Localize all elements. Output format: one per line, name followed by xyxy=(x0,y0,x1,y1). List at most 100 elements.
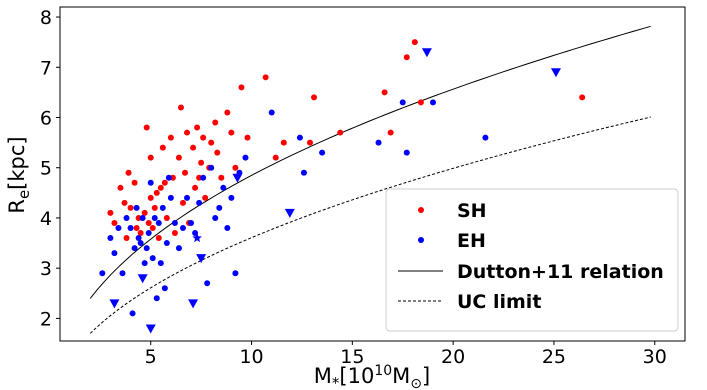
eh-point xyxy=(399,99,406,106)
eh-point xyxy=(171,219,178,226)
sh-point xyxy=(151,204,158,211)
eh-point xyxy=(163,240,170,247)
sh-point xyxy=(182,169,188,176)
eh-point xyxy=(159,204,166,211)
sh-point xyxy=(280,139,287,146)
eh-point xyxy=(224,224,231,231)
sh-point xyxy=(125,169,132,176)
sh-point xyxy=(161,179,168,186)
eh-triangle-point xyxy=(137,274,148,284)
eh-point xyxy=(111,250,118,257)
sh-point xyxy=(111,219,118,226)
sh-point xyxy=(179,199,186,206)
sh-point xyxy=(208,139,215,146)
x-tick-label: 20 xyxy=(441,346,465,368)
x-tick-label: 25 xyxy=(542,346,566,368)
eh-point xyxy=(119,270,126,277)
sh-point xyxy=(159,144,166,151)
eh-triangle-point xyxy=(145,324,156,334)
sh-point xyxy=(411,39,418,46)
eh-triangle-point xyxy=(196,254,207,264)
legend-eh-label: EH xyxy=(457,230,486,252)
x-axis-title: M*[1010M⊙] xyxy=(314,363,430,390)
eh-point xyxy=(151,214,158,221)
x-tick-label: 10 xyxy=(239,346,263,368)
eh-point xyxy=(175,245,182,252)
sh-point xyxy=(107,209,114,216)
sh-point xyxy=(127,204,134,211)
y-tick-label: 6 xyxy=(40,107,52,129)
sh-point xyxy=(218,174,225,181)
sh-point xyxy=(262,74,269,81)
sh-point xyxy=(200,134,207,141)
eh-point xyxy=(127,224,134,231)
x-axis: 5 10 15 20 25 30 xyxy=(145,341,667,368)
sh-point xyxy=(214,149,221,156)
eh-triangle-point xyxy=(232,173,243,183)
sh-point xyxy=(194,124,201,131)
sh-point xyxy=(403,54,410,61)
eh-point xyxy=(216,204,223,211)
sh-point xyxy=(192,184,199,191)
sh-point xyxy=(579,94,586,101)
y-axis: 2 3 4 5 6 7 8 xyxy=(40,7,60,330)
eh-point xyxy=(242,154,249,161)
sh-point xyxy=(272,154,279,161)
sh-point xyxy=(143,124,150,131)
legend-dutton-label: Dutton+11 relation xyxy=(457,261,664,283)
sh-point xyxy=(381,89,388,96)
sh-point xyxy=(232,164,239,171)
sh-point xyxy=(337,129,344,136)
sh-point xyxy=(147,194,154,201)
sh-point xyxy=(244,134,251,141)
sh-point xyxy=(163,214,170,221)
eh-point xyxy=(300,169,307,176)
sh-point xyxy=(149,224,156,231)
legend-sh-marker xyxy=(418,207,424,213)
legend: SH EH Dutton+11 relation UC limit xyxy=(385,188,679,332)
eh-point xyxy=(184,194,191,201)
sh-point xyxy=(224,109,231,116)
sh-point xyxy=(212,119,219,126)
eh-point xyxy=(296,134,303,141)
sh-point xyxy=(133,224,140,231)
eh-triangle-point xyxy=(109,299,120,309)
eh-point xyxy=(196,199,203,206)
eh-point xyxy=(403,149,410,156)
eh-point xyxy=(165,174,172,181)
eh-point xyxy=(147,179,154,186)
eh-point xyxy=(143,245,150,252)
eh-point xyxy=(115,224,122,231)
eh-point xyxy=(319,149,326,156)
eh-point xyxy=(141,260,148,267)
sh-point xyxy=(145,219,152,226)
sh-point xyxy=(157,184,164,191)
y-tick-label: 5 xyxy=(40,158,52,180)
eh-point xyxy=(268,109,275,116)
eh-point xyxy=(482,134,489,141)
eh-point xyxy=(232,270,239,277)
sh-point xyxy=(137,230,144,237)
sh-point xyxy=(171,230,178,237)
eh-point xyxy=(155,219,162,226)
sh-point xyxy=(387,129,394,136)
eh-star-point xyxy=(192,233,202,243)
legend-box xyxy=(385,188,679,332)
eh-point xyxy=(204,280,211,287)
eh-point xyxy=(129,310,136,317)
eh-point xyxy=(375,139,382,146)
sh-point xyxy=(131,179,138,186)
relation-lines xyxy=(89,25,651,334)
y-tick-label: 4 xyxy=(40,208,52,230)
legend-sh-label: SH xyxy=(457,200,487,222)
y-axis-title: Re[kpc] xyxy=(5,136,33,213)
eh-point xyxy=(145,230,152,237)
eh-point xyxy=(212,214,219,221)
sh-point xyxy=(228,129,235,136)
eh-point xyxy=(157,260,164,267)
eh-point xyxy=(179,224,186,231)
eh-point xyxy=(107,235,114,242)
eh-point xyxy=(135,235,142,242)
